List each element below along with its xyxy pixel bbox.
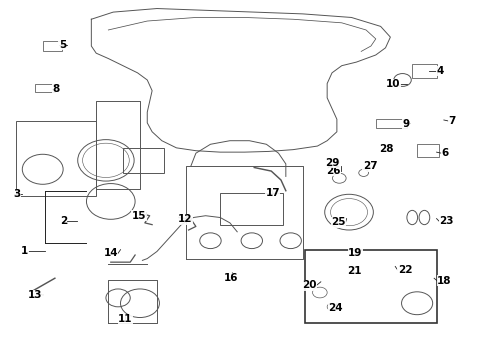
Text: 15: 15 <box>131 211 146 221</box>
Text: 2: 2 <box>60 216 67 226</box>
Text: 5: 5 <box>59 40 66 50</box>
Bar <box>411 64 436 78</box>
Text: 9: 9 <box>402 118 409 129</box>
Bar <box>35 84 55 93</box>
Text: 10: 10 <box>385 79 399 89</box>
Text: 23: 23 <box>438 216 452 226</box>
Text: 8: 8 <box>52 84 60 94</box>
Bar <box>42 41 62 51</box>
Text: 26: 26 <box>325 166 340 176</box>
Text: 25: 25 <box>330 217 345 227</box>
Text: 11: 11 <box>118 314 132 324</box>
Text: 3: 3 <box>14 189 21 199</box>
Bar <box>16 121 96 196</box>
Text: 14: 14 <box>103 248 118 258</box>
Text: 24: 24 <box>328 302 343 312</box>
Text: 19: 19 <box>347 248 362 258</box>
Text: 20: 20 <box>302 280 316 291</box>
Bar <box>305 249 436 323</box>
Text: 7: 7 <box>448 116 455 126</box>
Text: 6: 6 <box>441 148 448 158</box>
Bar <box>220 193 283 225</box>
Text: 17: 17 <box>265 188 280 198</box>
Bar <box>375 119 407 128</box>
Text: 21: 21 <box>346 266 361 276</box>
Text: 12: 12 <box>178 214 192 224</box>
Text: 1: 1 <box>21 247 28 256</box>
Text: 16: 16 <box>223 273 238 283</box>
Text: 27: 27 <box>362 161 376 171</box>
Text: 13: 13 <box>28 290 42 300</box>
Text: 18: 18 <box>436 276 450 286</box>
Text: 29: 29 <box>324 158 339 168</box>
Text: 28: 28 <box>379 144 393 154</box>
Bar <box>416 144 438 157</box>
Text: 4: 4 <box>436 66 443 76</box>
Bar <box>122 148 164 173</box>
Text: 22: 22 <box>397 265 411 275</box>
